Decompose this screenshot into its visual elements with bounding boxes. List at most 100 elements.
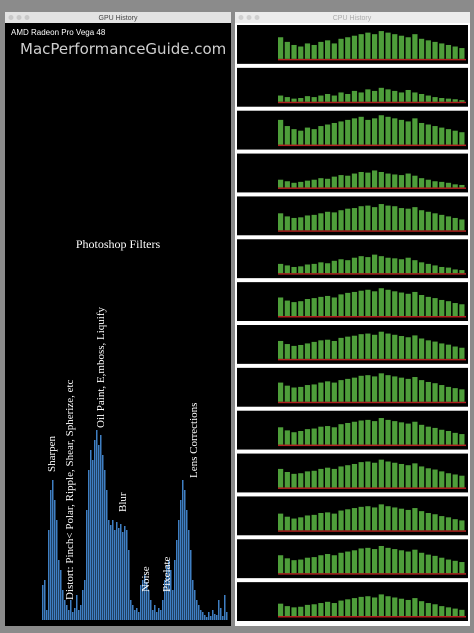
gpu-bar bbox=[94, 440, 96, 620]
cpu-bar bbox=[425, 468, 431, 488]
cpu-bar bbox=[398, 377, 405, 402]
cpu-bar bbox=[385, 461, 391, 488]
cpu-bar bbox=[412, 207, 418, 231]
cpu-bar bbox=[378, 115, 384, 145]
cpu-bar bbox=[459, 389, 465, 402]
cpu-bar bbox=[338, 121, 344, 145]
close-button[interactable] bbox=[238, 15, 244, 20]
cpu-bar bbox=[439, 214, 445, 231]
cpu-baseline bbox=[278, 487, 466, 489]
close-button[interactable] bbox=[8, 15, 14, 20]
cpu-bar bbox=[351, 257, 358, 274]
cpu-bar bbox=[445, 44, 452, 59]
cpu-bar bbox=[365, 596, 371, 616]
gpu-bar bbox=[150, 600, 152, 620]
minimize-button[interactable] bbox=[16, 15, 22, 20]
cpu-bar bbox=[419, 122, 425, 145]
cpu-bar bbox=[345, 551, 351, 574]
minimize-button[interactable] bbox=[246, 15, 252, 20]
cpu-bar bbox=[398, 550, 405, 574]
cpu-bar bbox=[445, 98, 452, 102]
cpu-bar bbox=[311, 263, 317, 274]
filter-label: Lens Corrections bbox=[188, 403, 200, 478]
cpu-bar bbox=[372, 597, 378, 616]
cpu-bar bbox=[405, 378, 411, 402]
cpu-bar bbox=[398, 292, 405, 316]
gpu-bar bbox=[152, 610, 154, 620]
cpu-bar bbox=[331, 427, 337, 445]
cpu-bar bbox=[311, 214, 317, 231]
cpu-bar bbox=[318, 95, 324, 102]
gpu-bar bbox=[190, 550, 192, 620]
cpu-bar bbox=[439, 266, 445, 274]
cpu-bar bbox=[311, 384, 317, 402]
cpu-bar bbox=[358, 172, 364, 188]
cpu-bar bbox=[298, 559, 304, 574]
cpu-bar bbox=[419, 552, 425, 574]
cpu-bar bbox=[284, 344, 290, 359]
cpu-bar bbox=[345, 292, 351, 316]
cpu-bar bbox=[365, 32, 371, 59]
cpu-bar bbox=[405, 208, 411, 231]
cpu-bar bbox=[325, 381, 331, 402]
cpu-bar bbox=[452, 269, 458, 274]
zoom-button[interactable] bbox=[254, 15, 260, 20]
cpu-bar bbox=[419, 601, 425, 616]
cpu-bar bbox=[445, 473, 452, 488]
gpu-bar bbox=[218, 600, 220, 620]
gpu-bar bbox=[122, 532, 124, 620]
gpu-bar bbox=[180, 500, 182, 620]
cpu-bar bbox=[385, 89, 391, 102]
cpu-bar bbox=[432, 181, 438, 188]
zoom-button[interactable] bbox=[24, 15, 30, 20]
cpu-bar bbox=[325, 554, 331, 574]
cpu-bar bbox=[318, 603, 324, 616]
cpu-baseline bbox=[278, 530, 466, 532]
cpu-bar bbox=[358, 375, 364, 402]
cpu-baseline bbox=[278, 316, 466, 318]
gpu-bar bbox=[186, 510, 188, 620]
cpu-bar bbox=[291, 473, 297, 488]
gpu-bar bbox=[176, 540, 178, 620]
cpu-bar bbox=[318, 555, 324, 574]
cpu-bar bbox=[398, 119, 405, 145]
cpu-bar bbox=[358, 462, 364, 488]
cpu-bar bbox=[358, 548, 364, 574]
cpu-bar bbox=[345, 119, 351, 145]
cpu-bar bbox=[278, 297, 284, 316]
cpu-bar bbox=[284, 385, 290, 402]
gpu-bar bbox=[78, 610, 80, 620]
cpu-bar bbox=[445, 216, 452, 231]
cpu-bar bbox=[459, 100, 465, 102]
gpu-bar bbox=[200, 610, 202, 620]
cpu-bar bbox=[419, 424, 425, 445]
cpu-bar bbox=[284, 181, 290, 188]
cpu-baseline bbox=[278, 58, 466, 61]
cpu-bar bbox=[459, 609, 465, 616]
cpu-bar bbox=[338, 380, 344, 402]
cpu-baseline bbox=[278, 616, 466, 618]
cpu-bar bbox=[439, 557, 445, 574]
gpu-bar bbox=[112, 520, 114, 620]
gpu-bar bbox=[170, 570, 172, 620]
cpu-bar bbox=[365, 419, 371, 445]
cpu-bar bbox=[351, 35, 358, 59]
cpu-bar bbox=[452, 99, 458, 102]
cpu-bar bbox=[331, 468, 337, 488]
cpu-bar bbox=[358, 506, 364, 531]
cpu-bar bbox=[338, 38, 344, 59]
cpu-bar bbox=[318, 513, 324, 531]
cpu-bar bbox=[365, 205, 371, 231]
gpu-bar bbox=[148, 590, 150, 620]
cpu-bar bbox=[372, 549, 378, 574]
cpu-bar bbox=[405, 423, 411, 445]
cpu-bar bbox=[378, 288, 384, 316]
cpu-bar bbox=[425, 296, 431, 316]
cpu-bar bbox=[405, 465, 411, 488]
cpu-bar bbox=[284, 265, 290, 274]
cpu-bar bbox=[325, 339, 331, 359]
cpu-bar bbox=[298, 98, 304, 102]
cpu-bar bbox=[405, 37, 411, 59]
cpu-bar bbox=[385, 32, 391, 59]
cpu-bar bbox=[432, 383, 438, 402]
